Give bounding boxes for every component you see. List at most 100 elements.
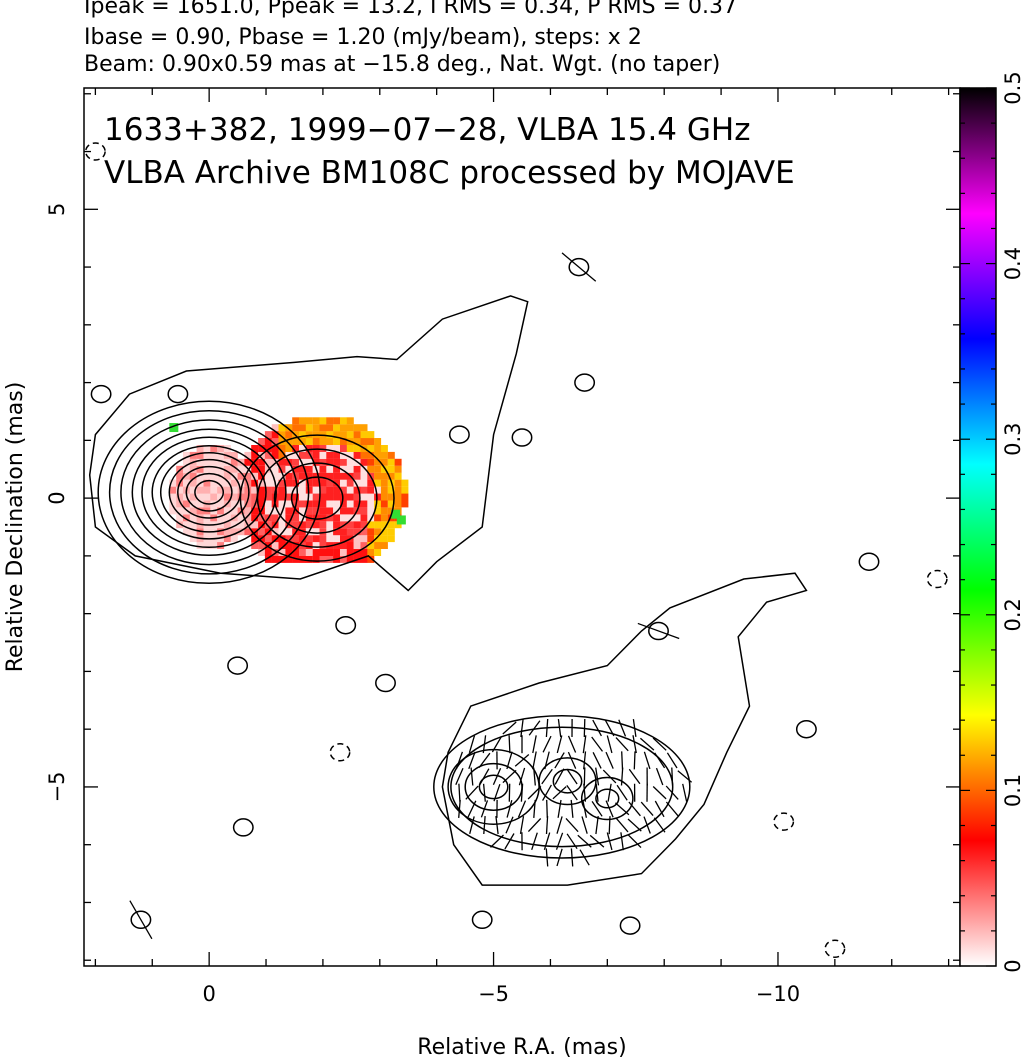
pol-pixel [333,494,340,501]
pol-vector [593,752,601,768]
pol-vector [456,768,463,785]
y-tick-label: 0 [45,491,69,504]
pol-vector [507,800,512,817]
contour-island [859,553,878,570]
contour-island [168,386,187,403]
pol-vector [606,752,613,769]
pol-pixel [292,417,299,424]
pol-pixel [299,494,306,501]
pol-pixel [367,507,374,514]
pol-vector [562,253,596,281]
pol-pixel [374,500,381,507]
pol-pixel [265,535,272,542]
pol-vector [569,736,576,753]
pol-pixel [333,424,340,431]
pol-vector [621,832,623,850]
pol-pixel [361,452,368,459]
pol-vector [521,719,523,737]
plot-title-line-2: VLBA Archive BM108C processed by MOJAVE [104,155,795,191]
pol-pixel [340,514,347,521]
pol-pixel [388,452,395,459]
pol-pixel [320,452,327,459]
pol-pixel [388,528,395,535]
pol-pixel [333,535,340,542]
pol-vector [654,818,665,833]
pol-pixel [367,528,374,535]
pol-vector [666,802,678,816]
pol-vector [459,784,460,802]
pol-pixel [320,507,327,514]
pol-pixel [340,445,347,452]
pol-pixel [306,424,313,431]
pol-vector [584,784,586,802]
pol-vector [503,770,516,782]
contour-island [473,911,492,928]
pol-pixel [313,542,320,549]
pol-pixel [395,500,402,507]
pol-pixel [340,507,347,514]
pol-vector [466,786,478,799]
pol-pixel [340,473,347,480]
pol-pixel [381,473,388,480]
pol-vector [608,784,611,802]
contour-negative [928,571,947,588]
pol-vector [678,771,692,783]
pol-vector [584,719,585,737]
pol-pixel [354,542,361,549]
contour-island [797,721,816,738]
contour-knot [465,764,522,811]
pol-vector [532,833,538,850]
pol-vector [603,770,616,783]
pol-pixel [381,507,388,514]
pol-pixel [313,528,320,535]
pol-pixel [313,494,320,501]
plot-title-line-1: 1633+382, 1999−07−28, VLBA 15.4 GHz [104,112,750,148]
pol-pixel [320,542,327,549]
pol-pixel [285,528,292,535]
pol-pixel [326,424,333,431]
pol-pixel [285,480,292,487]
pol-pixel [313,417,320,424]
pol-vector [544,833,549,850]
pol-pixel [333,473,340,480]
pol-vector [633,735,636,753]
pol-pixel [388,466,395,473]
pol-pixel [367,487,374,494]
pol-vector [638,623,679,638]
pol-pixel [381,514,388,521]
contour-island [336,617,355,634]
pol-pixel [320,417,327,424]
pol-vector [634,751,635,769]
pol-pixel [306,438,313,445]
pol-pixel [374,452,381,459]
pol-pixel [340,549,347,556]
pol-vector [496,816,498,834]
pol-pixel [313,487,320,494]
pol-pixel [381,535,388,542]
intensity-contours [86,143,947,957]
pol-vector [557,736,562,753]
colorbar [960,88,996,966]
pol-pixel [381,452,388,459]
pol-pixel [272,556,279,563]
pol-vector [547,800,548,818]
pol-pixel [326,507,333,514]
pol-pixel [292,494,299,501]
pol-pixel [395,459,402,466]
pol-pixel [395,473,402,480]
pol-vector [622,768,623,786]
pol-pixel [340,417,347,424]
pol-pixel [340,480,347,487]
colorbar-tick-label: 0.5 [1001,71,1022,104]
pol-pixel [320,549,327,556]
pol-vector [653,787,666,799]
contour-negative [330,744,349,761]
pol-pixel [347,466,354,473]
polarization-vectors [130,253,692,939]
pol-pixel [395,480,402,487]
pol-pixel [265,549,272,556]
pol-pixel [347,487,354,494]
pol-pixel [374,542,381,549]
pol-pixel [361,507,368,514]
pol-vector [534,800,535,818]
